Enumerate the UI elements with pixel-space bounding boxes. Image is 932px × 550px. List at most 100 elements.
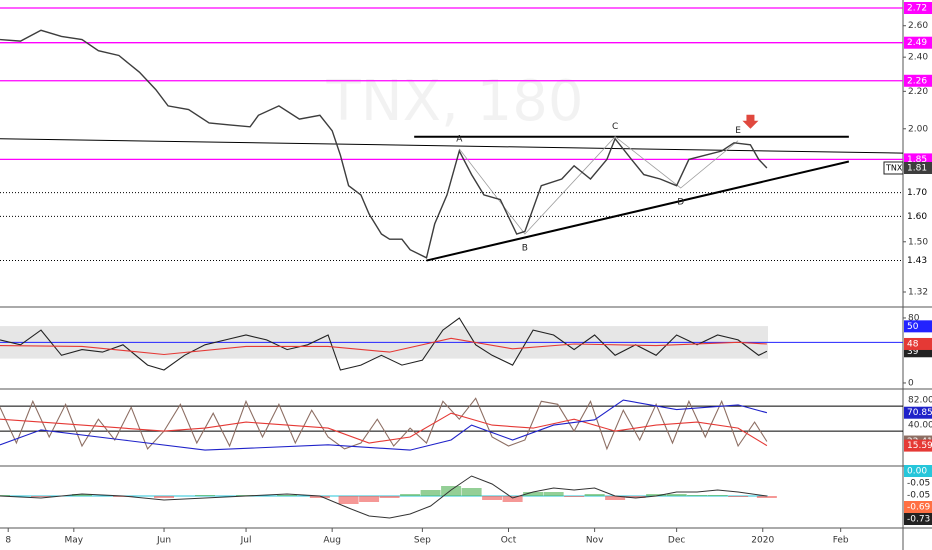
level-label: 1.43 <box>907 256 927 266</box>
x-tick-label: Sep <box>414 536 431 546</box>
histogram-bar <box>379 496 400 498</box>
histogram-bar <box>338 496 359 504</box>
x-tick-label: Jul <box>240 536 252 546</box>
histogram-bar <box>605 496 626 500</box>
histogram-bar <box>646 494 667 496</box>
macd-tag: -0.05 <box>907 479 930 489</box>
y-tick-label: 1.50 <box>908 237 928 247</box>
histogram-bar <box>728 496 749 497</box>
last-value: 48 <box>907 339 919 349</box>
y-tick-label: 2.40 <box>908 53 928 63</box>
x-tick-label: May <box>65 536 84 546</box>
x-tick-label: Dec <box>668 536 685 546</box>
macd-tag-box <box>904 489 932 501</box>
pattern-label: C <box>612 122 618 132</box>
histogram-bar <box>502 496 523 502</box>
macd-tag: -0.05 <box>907 491 930 501</box>
symbol-box <box>883 161 904 175</box>
histogram-bar <box>0 495 10 496</box>
macd-tag: 0.00 <box>907 467 927 477</box>
histogram-bar <box>31 496 52 497</box>
histogram-bar <box>687 495 708 496</box>
signal-arrow <box>742 114 759 129</box>
histogram-bar <box>441 486 462 496</box>
macd-tag-box <box>904 477 932 489</box>
histogram-bar <box>154 496 175 498</box>
x-tick-label: Feb <box>833 536 849 546</box>
histogram-bar <box>564 496 585 497</box>
histogram-bar <box>543 492 564 496</box>
y-tick-label: 2.20 <box>908 87 928 97</box>
level-label-box <box>904 210 932 223</box>
x-tick-label: Oct <box>501 536 517 546</box>
pattern-label: E <box>735 126 741 136</box>
macd-line <box>0 475 767 519</box>
x-tick-label: Aug <box>323 536 341 546</box>
histogram-bar <box>625 496 646 498</box>
histogram-bar <box>707 495 728 496</box>
series-line <box>0 397 768 451</box>
histogram-bar <box>72 494 93 496</box>
histogram-bar <box>195 495 216 496</box>
histogram-bar <box>461 488 482 496</box>
level-label: 2.49 <box>907 38 927 48</box>
series-line <box>0 412 768 447</box>
trendline <box>426 160 850 262</box>
level-label: 1.60 <box>907 212 927 222</box>
histogram-bar <box>523 492 544 496</box>
level-label: 82.00 <box>908 396 932 406</box>
x-tick-label: Nov <box>586 536 604 546</box>
trendline <box>0 138 904 154</box>
y-tick-label: 2.00 <box>908 124 928 134</box>
y-tick-label: 80 <box>908 313 920 323</box>
watermark: TNX, 180 <box>326 69 584 134</box>
y-tick-label: 1.32 <box>908 287 928 297</box>
macd-tag-box <box>904 513 932 525</box>
histogram-bar <box>584 494 605 496</box>
series-line <box>0 399 768 451</box>
histogram-bar <box>666 494 687 496</box>
baseline-label: 50 <box>907 322 919 332</box>
level-label-box <box>904 36 932 49</box>
x-tick-label: 2020 <box>751 536 774 546</box>
baseline-label-box <box>904 320 932 333</box>
symbol-label: TNX <box>885 163 903 172</box>
level-label-box <box>904 2 932 15</box>
last-value: 70.85 <box>907 408 932 418</box>
y-tick-label: 2.60 <box>908 21 928 31</box>
last-value: 15.59 <box>907 441 932 451</box>
level-label: 2.26 <box>907 76 927 86</box>
histogram-bar <box>277 495 298 496</box>
histogram-bar <box>756 496 777 498</box>
histogram-bar <box>482 496 503 500</box>
level-label: 1.70 <box>907 188 927 198</box>
macd-tag-box <box>904 465 932 477</box>
level-label-box <box>904 74 932 87</box>
level-label: 1.85 <box>907 155 927 165</box>
last-value: 1.81 <box>907 163 927 173</box>
level-label: 2.72 <box>907 4 927 14</box>
y-tick-label: 0 <box>908 378 914 388</box>
last-value: 39 <box>907 347 919 357</box>
macd-tag: -0.73 <box>907 515 930 525</box>
last-value-box <box>904 406 932 419</box>
histogram-bar <box>400 494 421 496</box>
series-line <box>0 317 768 371</box>
histogram-bar <box>420 490 441 496</box>
macd-tag-box <box>904 501 932 513</box>
x-tick-label: 8 <box>5 536 11 546</box>
level-label-box <box>904 186 932 199</box>
last-value-box <box>904 439 932 452</box>
last-value-box <box>904 337 932 350</box>
pattern-label: B <box>522 244 528 254</box>
x-tick-label: Jun <box>156 536 171 546</box>
histogram-bar <box>309 496 330 498</box>
series-line <box>0 29 768 259</box>
histogram-bar <box>359 496 380 502</box>
last-value-box <box>904 161 932 174</box>
series-line <box>0 337 767 356</box>
macd-tag: -0.69 <box>907 503 931 513</box>
pattern-label: A <box>456 134 463 144</box>
